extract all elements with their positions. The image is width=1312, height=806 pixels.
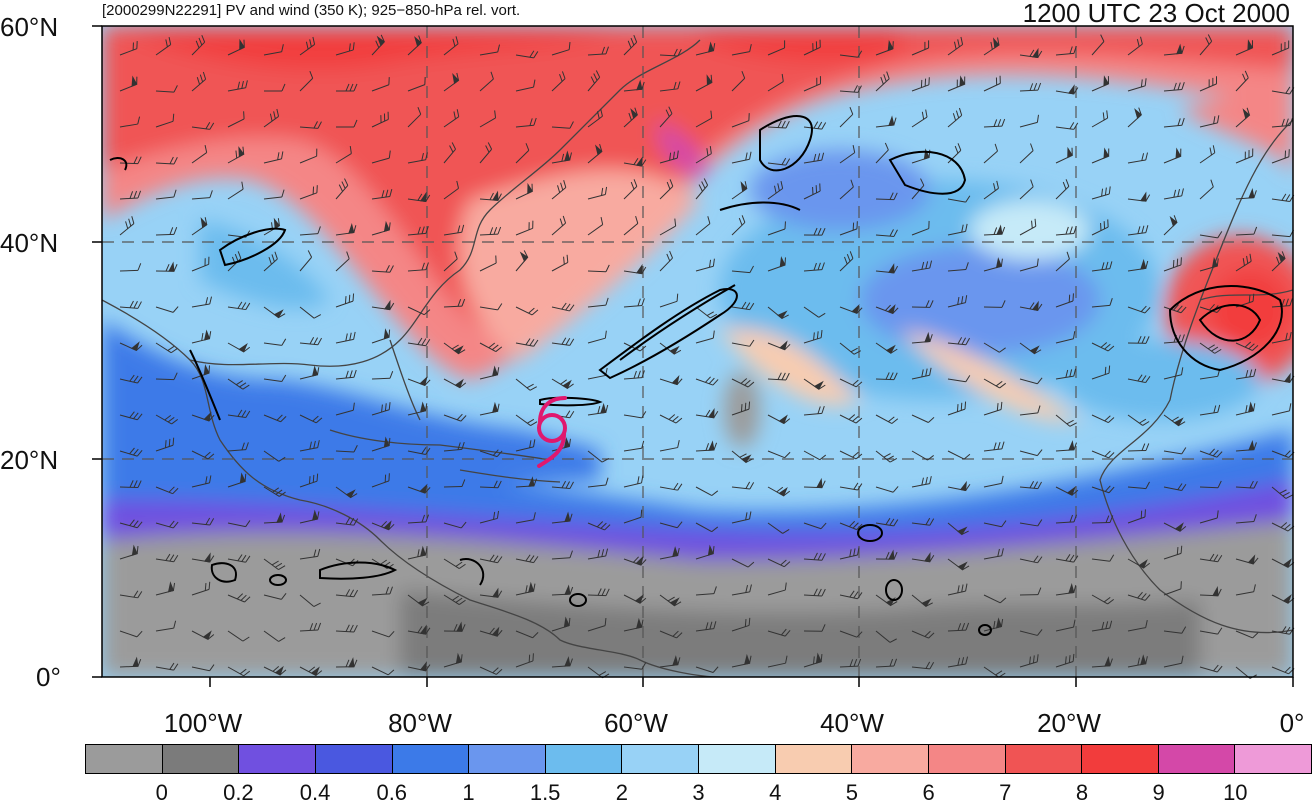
colorbar-tick-label: 1.5	[530, 780, 561, 806]
colorbar	[85, 744, 1312, 774]
colorbar-segment	[393, 745, 470, 773]
lon-label-0: 0°	[1280, 708, 1305, 739]
lat-label-40n: 40°N	[0, 228, 58, 259]
colorbar-segment	[776, 745, 853, 773]
colorbar-segment	[852, 745, 929, 773]
map-panel	[0, 0, 1312, 740]
colorbar-tick-label: 4	[769, 780, 781, 806]
colorbar-tick-label: 5	[846, 780, 858, 806]
lat-label-0: 0°	[36, 662, 61, 693]
lon-label-80w: 80°W	[388, 708, 452, 739]
colorbar-tick-label: 7	[999, 780, 1011, 806]
colorbar-tick-label: 10	[1223, 780, 1247, 806]
colorbar-segment	[546, 745, 623, 773]
colorbar-tick-label: 8	[1076, 780, 1088, 806]
colorbar-tick-label: 3	[692, 780, 704, 806]
colorbar-tick-label: 0.2	[223, 780, 254, 806]
colorbar-tick-label: 0	[156, 780, 168, 806]
lon-label-60w: 60°W	[604, 708, 668, 739]
colorbar-segment	[699, 745, 776, 773]
colorbar-segment	[163, 745, 240, 773]
colorbar-tick-label: 6	[922, 780, 934, 806]
colorbar-segment	[86, 745, 163, 773]
colorbar-segment	[469, 745, 546, 773]
colorbar-segment	[1006, 745, 1083, 773]
lon-label-40w: 40°W	[820, 708, 884, 739]
lat-label-60n: 60°N	[0, 12, 58, 43]
lat-label-20n: 20°N	[0, 445, 58, 476]
colorbar-tick-label: 1	[462, 780, 474, 806]
colorbar-tick-label: 0.4	[300, 780, 331, 806]
colorbar-tick-label: 2	[616, 780, 628, 806]
colorbar-tick-label: 0.6	[376, 780, 407, 806]
lon-label-100w: 100°W	[164, 708, 242, 739]
colorbar-segment	[1082, 745, 1159, 773]
pv-field	[102, 26, 1312, 677]
colorbar-segment	[1159, 745, 1236, 773]
lon-label-20w: 20°W	[1037, 708, 1101, 739]
colorbar-segment	[1235, 745, 1311, 773]
colorbar-segment	[622, 745, 699, 773]
colorbar-segment	[239, 745, 316, 773]
colorbar-segment	[316, 745, 393, 773]
colorbar-segment	[929, 745, 1006, 773]
colorbar-tick-label: 9	[1153, 780, 1165, 806]
